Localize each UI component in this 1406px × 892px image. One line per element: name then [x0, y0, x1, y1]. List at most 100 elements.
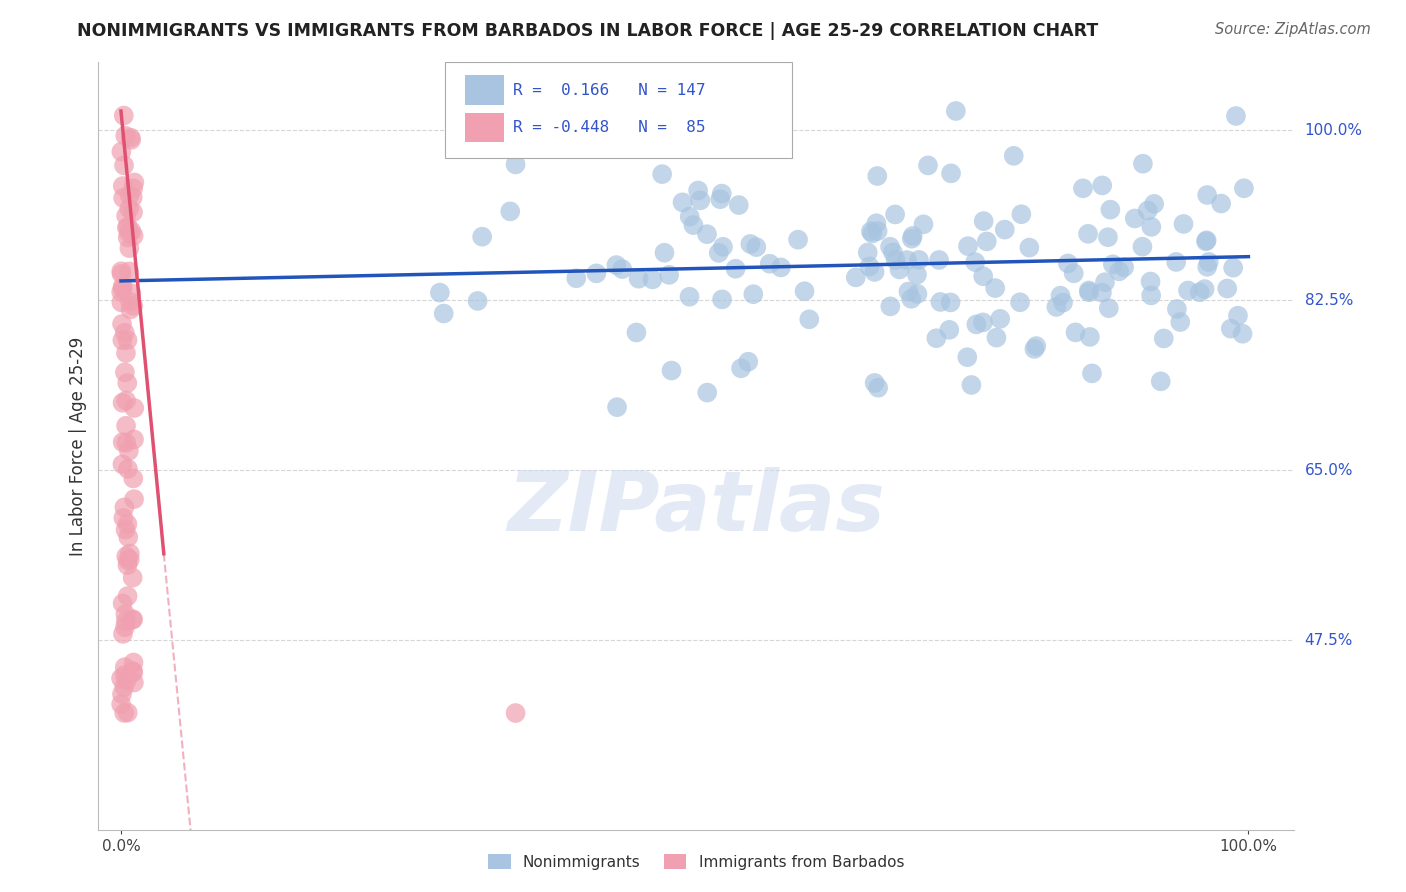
Point [117, 376, 139, 390]
Point [1140, 288, 1163, 302]
Point [110, 697, 132, 711]
Point [122, 665, 145, 680]
Point [863, 265, 886, 279]
Point [467, 293, 489, 308]
Point [122, 612, 145, 626]
Point [111, 435, 134, 450]
Point [121, 190, 143, 204]
Point [845, 270, 868, 285]
Point [429, 285, 451, 300]
Point [433, 306, 456, 320]
Point [1024, 342, 1046, 356]
Point [711, 240, 734, 254]
Point [1064, 326, 1087, 340]
Point [1099, 202, 1122, 217]
Point [114, 607, 136, 622]
Point [118, 547, 141, 561]
Point [114, 365, 136, 379]
Point [988, 311, 1011, 326]
Point [114, 620, 136, 634]
Point [114, 668, 136, 682]
Point [882, 245, 904, 260]
Point [606, 400, 628, 414]
Point [908, 252, 931, 267]
Point [928, 252, 950, 267]
Point [787, 233, 810, 247]
FancyBboxPatch shape [446, 62, 792, 158]
Point [117, 333, 139, 347]
Point [120, 130, 142, 145]
Point [565, 271, 588, 285]
Point [879, 240, 901, 254]
Point [1132, 157, 1154, 171]
Text: Source: ZipAtlas.com: Source: ZipAtlas.com [1215, 22, 1371, 37]
Point [118, 443, 141, 458]
Point [118, 264, 141, 278]
Point [115, 346, 138, 360]
Point [111, 627, 134, 641]
Point [122, 656, 145, 670]
Point [972, 315, 994, 329]
Point [1173, 217, 1195, 231]
Point [868, 381, 890, 395]
Text: R = -0.448   N =  85: R = -0.448 N = 85 [513, 120, 706, 136]
Legend: Nonimmigrants, Immigrants from Barbados: Nonimmigrants, Immigrants from Barbados [482, 847, 910, 876]
Point [1136, 203, 1159, 218]
Point [117, 553, 139, 567]
Point [889, 262, 911, 277]
Point [110, 671, 132, 685]
Point [117, 706, 139, 720]
Point [117, 462, 139, 476]
Point [121, 224, 143, 238]
Point [117, 219, 139, 234]
Point [884, 207, 907, 221]
Point [114, 326, 136, 340]
Point [1139, 275, 1161, 289]
Text: R =  0.166   N = 147: R = 0.166 N = 147 [513, 83, 706, 97]
Point [112, 191, 135, 205]
Point [1008, 295, 1031, 310]
Point [1219, 321, 1241, 335]
Point [115, 220, 138, 235]
Point [965, 255, 987, 269]
Point [1166, 301, 1188, 316]
Point [117, 530, 139, 544]
Point [1078, 330, 1101, 344]
Point [730, 361, 752, 376]
Point [112, 706, 135, 720]
FancyBboxPatch shape [465, 76, 503, 104]
Point [1049, 288, 1071, 302]
Point [115, 549, 138, 564]
Point [111, 317, 134, 331]
Point [627, 271, 650, 285]
Point [1197, 260, 1219, 274]
Point [1077, 227, 1099, 241]
Point [696, 227, 718, 242]
Point [1010, 207, 1032, 221]
Point [1195, 233, 1218, 247]
Point [1194, 282, 1216, 296]
Point [1057, 256, 1080, 270]
Point [1025, 339, 1047, 353]
Point [1216, 281, 1239, 295]
Point [1233, 181, 1256, 195]
Point [612, 262, 634, 277]
Point [605, 258, 627, 272]
Point [917, 158, 939, 172]
Point [956, 239, 979, 253]
Point [1153, 331, 1175, 345]
Point [115, 418, 138, 433]
Point [111, 597, 134, 611]
Point [682, 218, 704, 232]
Point [793, 284, 815, 298]
Point [111, 396, 134, 410]
Point [118, 226, 141, 240]
Point [585, 266, 607, 280]
Point [859, 224, 882, 238]
Point [689, 194, 711, 208]
Point [740, 236, 762, 251]
Point [111, 458, 134, 472]
Point [1097, 230, 1119, 244]
Point [1098, 301, 1121, 315]
Point [939, 166, 962, 180]
